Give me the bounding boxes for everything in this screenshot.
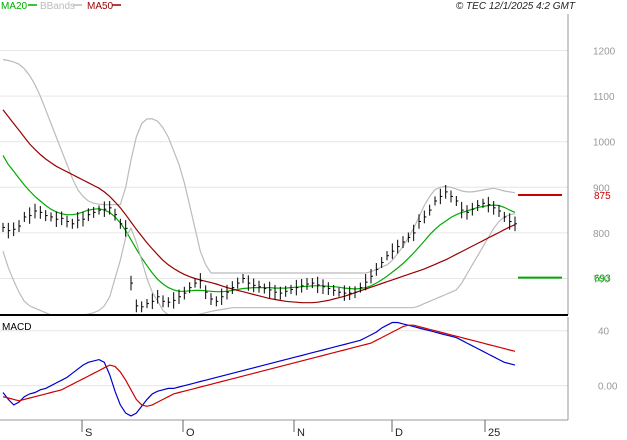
legend: MA20 BBands MA50: [1, 1, 121, 12]
macd-title: MACD: [2, 322, 31, 333]
macd-series: [2, 321, 516, 417]
macd-y-tick-40: 40: [598, 327, 610, 338]
series-bbands-lower: [2, 213, 516, 316]
macd-panel: MACD 400.00: [0, 317, 618, 420]
price-y-tick-1100: 1100: [593, 92, 615, 103]
x-label-S: S: [85, 427, 92, 439]
price-y-tick-800: 800: [593, 229, 610, 240]
series-bbands-upper: [2, 59, 516, 274]
price-y-tick-1200: 1200: [593, 46, 616, 57]
price-y-tick-1000: 1000: [593, 138, 616, 149]
price-grid: [0, 49, 568, 280]
x-axis: S O N D 25: [0, 419, 568, 439]
price-y-tick-700: 700: [593, 275, 610, 286]
resistance-label: 875: [594, 191, 611, 202]
macd-grid: [0, 330, 568, 387]
x-label-D: D: [395, 427, 403, 439]
series-ma20: [2, 155, 516, 293]
legend-ma50-label: MA50: [87, 1, 114, 12]
x-label-O: O: [186, 427, 195, 439]
support-label: 693: [594, 274, 611, 285]
legend-bbands-label: BBands: [40, 1, 75, 12]
macd-y-tick-0.00: 0.00: [598, 382, 618, 393]
price-bars: [2, 185, 517, 313]
series-macd-line: [2, 321, 516, 417]
x-label-N: N: [297, 427, 305, 439]
legend-ma20-label: MA20: [1, 1, 28, 12]
macd-y-ticks: 400.00: [598, 327, 618, 393]
x-label-25: 25: [488, 427, 500, 439]
price-y-ticks: 1200 1100 1000 900 800 700: [593, 46, 616, 285]
price-levels: 875 693: [518, 191, 611, 285]
credit-text: © TEC 12/1/2025 4:2 GMT: [456, 1, 576, 12]
series-signal-line: [2, 324, 516, 407]
series-ma50: [2, 109, 516, 304]
price-panel: 1200 1100 1000 900 800 700 875 693: [0, 14, 616, 316]
price-y-tick-900: 900: [593, 183, 610, 194]
